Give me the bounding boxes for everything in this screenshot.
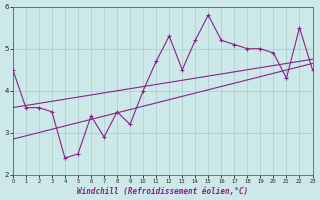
X-axis label: Windchill (Refroidissement éolien,°C): Windchill (Refroidissement éolien,°C)	[77, 187, 248, 196]
